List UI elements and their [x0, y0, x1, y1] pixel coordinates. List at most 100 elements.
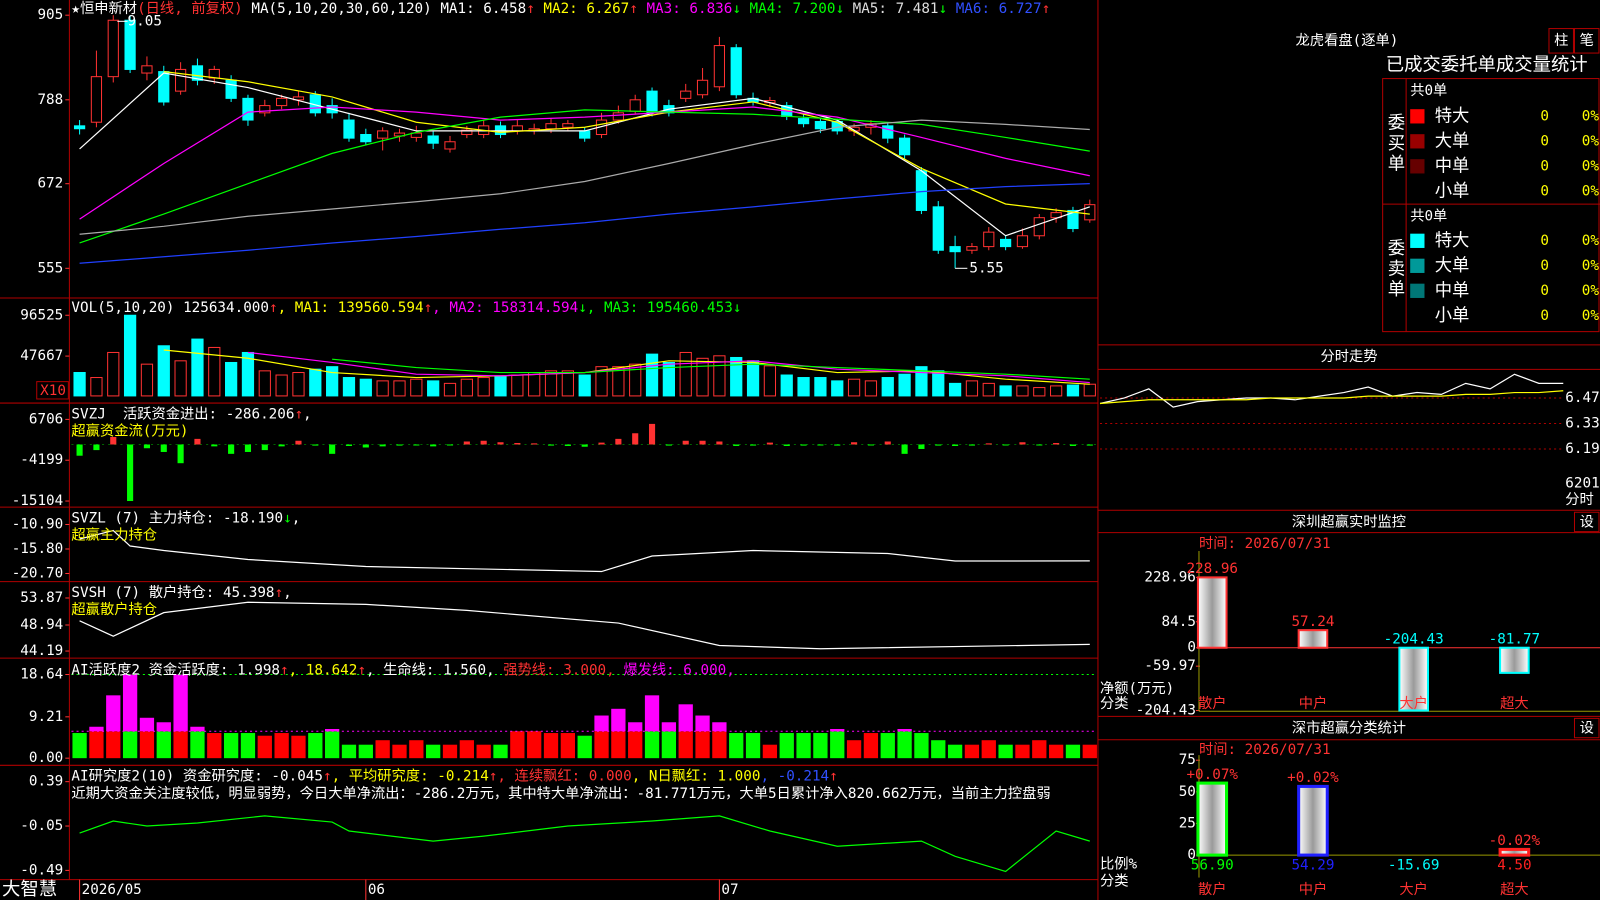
header-segment: , MA2: 158314.594 — [432, 300, 578, 316]
header-segment: ★恒申新材 — [71, 0, 137, 17]
candle-body — [276, 97, 288, 107]
candle-body — [814, 120, 827, 130]
activity-bar — [880, 733, 895, 759]
row-swatch — [1410, 233, 1425, 248]
toggle-button[interactable]: 柱 — [1554, 32, 1568, 49]
unit-label: X10 — [40, 383, 66, 399]
candle-body — [90, 76, 103, 123]
candle-body — [562, 123, 574, 128]
volume-bar — [881, 377, 894, 397]
volume-bar — [948, 382, 962, 397]
activity-bar — [695, 731, 710, 759]
header-segment: 超赢散户持仓 — [71, 601, 157, 618]
activity-bar — [72, 733, 87, 759]
y-tick-label: 9.21 — [29, 709, 63, 725]
panel-title: 龙虎看盘(逐单) — [1296, 31, 1399, 49]
y-tick-label: -204.43 — [1136, 703, 1196, 719]
candle-body — [1000, 238, 1012, 248]
volume-bar — [140, 363, 154, 397]
activity-bar — [139, 731, 155, 759]
activity-bar — [560, 733, 575, 759]
activity-bar — [729, 733, 744, 759]
y-tick-label: -0.49 — [20, 862, 63, 878]
header-segment: ↓ — [732, 1, 741, 17]
volume-bar — [713, 355, 726, 397]
header-segment: , 生命线: 1.560, — [366, 660, 495, 678]
flow-bar — [800, 444, 807, 446]
flow-bar — [665, 444, 672, 446]
x-axis-title: 分类 — [1100, 695, 1129, 712]
value-label: 4.50 — [1497, 857, 1531, 873]
change-label: +0.02% — [1287, 770, 1339, 786]
candle-body — [494, 125, 507, 136]
row-pct: 0% — [1582, 133, 1600, 149]
candle-body — [797, 118, 810, 125]
activity-bar — [89, 731, 104, 759]
button-frame[interactable] — [1573, 28, 1600, 54]
header-segment: ↑ — [280, 662, 289, 678]
button-frame[interactable] — [1573, 717, 1600, 739]
flow-bar — [1036, 444, 1043, 446]
header-segment: ↑ — [294, 406, 303, 422]
flow-bar — [160, 444, 167, 452]
volume-bar — [629, 363, 642, 397]
activity-bar-top — [644, 695, 660, 732]
activity-bar — [308, 733, 323, 759]
flow-bar — [648, 423, 656, 445]
volume-bar — [730, 356, 743, 397]
candle-body — [949, 246, 961, 253]
net-bar — [1398, 646, 1429, 712]
y-tick-label: 25 — [1179, 815, 1196, 831]
volume-bar — [208, 346, 221, 397]
activity-bar — [577, 735, 592, 759]
category-label: 超大 — [1500, 881, 1529, 898]
activity-bar — [863, 733, 879, 759]
volume-bar — [191, 338, 204, 397]
flow-bar — [278, 444, 285, 447]
position-line — [79, 529, 1090, 573]
y-tick-label: 84.5 — [1162, 614, 1196, 630]
activity-bar — [274, 733, 289, 759]
y-tick-label: 50 — [1179, 784, 1196, 800]
activity-bar — [947, 744, 963, 759]
activity-bar — [190, 731, 205, 759]
row-name: 中单 — [1435, 281, 1470, 301]
panel-header: AI研究度2(10) 资金研究度: -0.045↑, 平均研究度: -0.214… — [71, 768, 837, 785]
activity-bar — [712, 731, 727, 759]
flow-bar — [463, 441, 470, 445]
ma-line — [79, 109, 1090, 244]
candle-body — [377, 130, 389, 139]
low-label: 5.55 — [969, 260, 1003, 276]
y-tick-label: -10.90 — [12, 516, 64, 532]
header-segment: ↓ — [283, 510, 292, 526]
activity-bar — [375, 740, 390, 759]
activity-bar-top — [156, 722, 171, 732]
volume-bar — [477, 377, 490, 397]
header-segment: MA4: 7.200 — [741, 1, 835, 17]
candle-body — [545, 123, 557, 130]
volume-bar — [696, 357, 709, 397]
button-frame[interactable] — [1548, 28, 1574, 54]
flow-bar — [867, 444, 874, 446]
activity-bar — [207, 733, 222, 759]
flow-bar — [716, 441, 723, 445]
x-axis-title: 分类 — [1100, 873, 1129, 890]
category-label: 大户 — [1399, 695, 1428, 712]
settings-button[interactable]: 设 — [1580, 513, 1594, 530]
volume-bar — [309, 368, 322, 397]
volume-bar — [1083, 383, 1096, 397]
activity-bar — [493, 744, 508, 759]
candle-body — [511, 125, 523, 132]
settings-button[interactable]: 设 — [1580, 720, 1594, 737]
header-segment: AI研究度2(10) 资金研究度: -0.045 — [71, 768, 323, 785]
volume-bar — [831, 380, 844, 397]
activity-bar-top — [695, 715, 710, 732]
button-frame[interactable] — [1573, 511, 1600, 533]
activity-bar — [543, 733, 559, 759]
toggle-button[interactable]: 笔 — [1580, 32, 1594, 49]
volume-bar — [460, 378, 473, 397]
volume-bar — [898, 373, 911, 397]
candle-body — [915, 170, 928, 211]
header-segment: , MA1: 139560.594 — [278, 300, 424, 316]
